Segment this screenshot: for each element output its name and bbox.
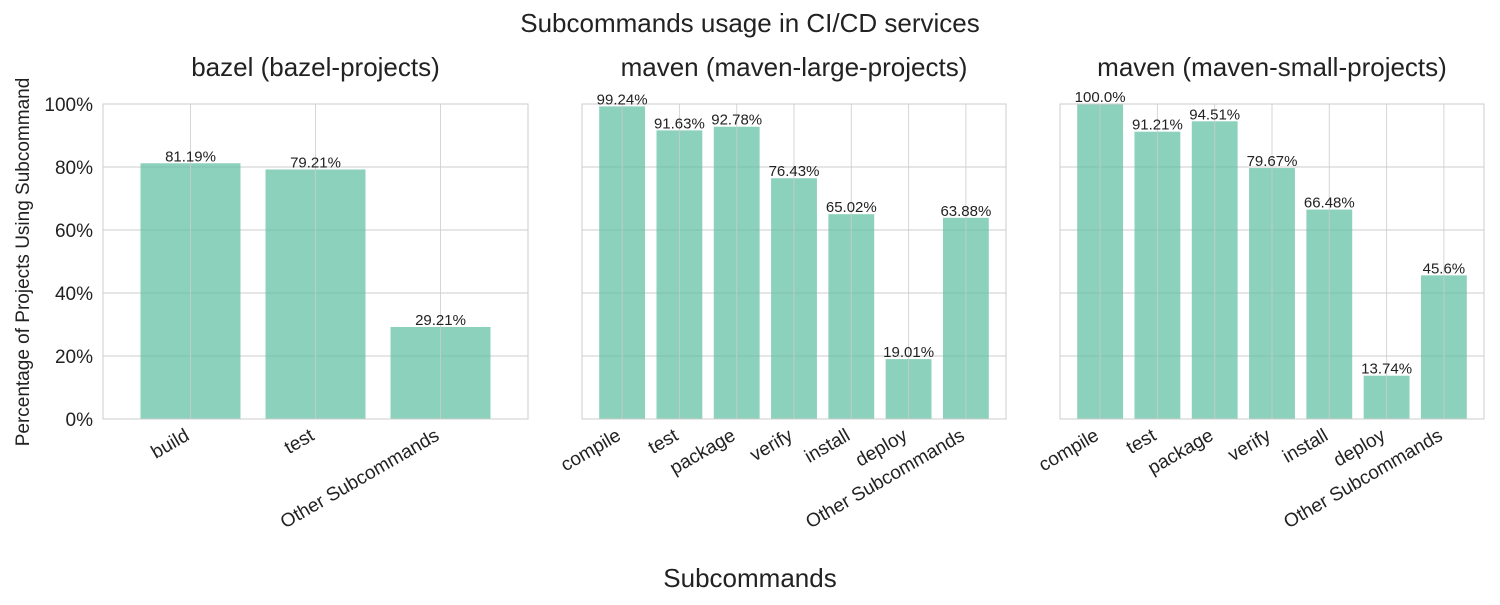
axes-frame — [1059, 103, 1485, 420]
data-label: 91.63% — [654, 115, 705, 132]
data-label: 13.74% — [1361, 361, 1412, 378]
data-label: 92.78% — [711, 112, 762, 129]
x-tick-label: install — [1279, 425, 1332, 467]
chart-panel-1: bazel (bazel-projects) 81.19% 79.21% 29.21%… — [44, 52, 529, 533]
data-label: 29.21% — [415, 312, 466, 329]
data-label: 100.0% — [1075, 89, 1126, 106]
x-tick-label: verify — [1225, 425, 1275, 466]
figure-title: Subcommands usage in CI/CD services — [520, 8, 980, 38]
y-tick-label: 20% — [55, 347, 93, 368]
panel-title: maven (maven-small-projects) — [1097, 52, 1447, 82]
data-label: 76.43% — [769, 163, 820, 180]
chart-panel-2: maven (maven-large-projects) 99.24% 91.63%… — [557, 52, 1007, 533]
x-tick-label: test — [1123, 425, 1161, 459]
data-label: 66.48% — [1304, 195, 1355, 212]
x-tick-label: verify — [747, 425, 797, 466]
data-label: 79.67% — [1247, 153, 1298, 170]
y-tick-label: 80% — [55, 158, 93, 179]
data-label: 94.51% — [1189, 106, 1240, 123]
y-tick-label: 60% — [55, 221, 93, 242]
data-label: 99.24% — [597, 91, 648, 108]
axes-frame — [581, 103, 1007, 420]
figure-y-axis-label: Percentage of Projects Using Subcommand — [13, 78, 34, 447]
data-label: 65.02% — [826, 199, 877, 216]
y-tick-label: 100% — [44, 95, 93, 116]
x-tick-label: compile — [1035, 425, 1102, 476]
chart-panel-3: maven (maven-small-projects) 100.0% 91.21%… — [1035, 52, 1485, 533]
data-label: 91.21% — [1132, 117, 1183, 134]
x-tick-label: test — [281, 425, 319, 459]
data-label: 45.6% — [1423, 260, 1466, 277]
x-tick-label: package — [666, 425, 739, 479]
x-tick-label: compile — [557, 425, 624, 476]
y-tick-label: 40% — [55, 284, 93, 305]
x-tick-label: install — [801, 425, 854, 467]
figure-x-axis-label: Subcommands — [663, 563, 836, 593]
panel-title: bazel (bazel-projects) — [191, 52, 440, 82]
data-label: 81.19% — [165, 148, 216, 165]
x-tick-label: build — [148, 425, 193, 463]
data-label: 19.01% — [883, 344, 934, 361]
x-tick-label: package — [1144, 425, 1217, 479]
axes-frame — [102, 103, 529, 420]
y-tick-label: 0% — [66, 410, 94, 431]
data-label: 79.21% — [290, 154, 341, 171]
data-label: 63.88% — [940, 203, 991, 220]
panel-title: maven (maven-large-projects) — [621, 52, 968, 82]
x-tick-label: test — [645, 425, 683, 459]
